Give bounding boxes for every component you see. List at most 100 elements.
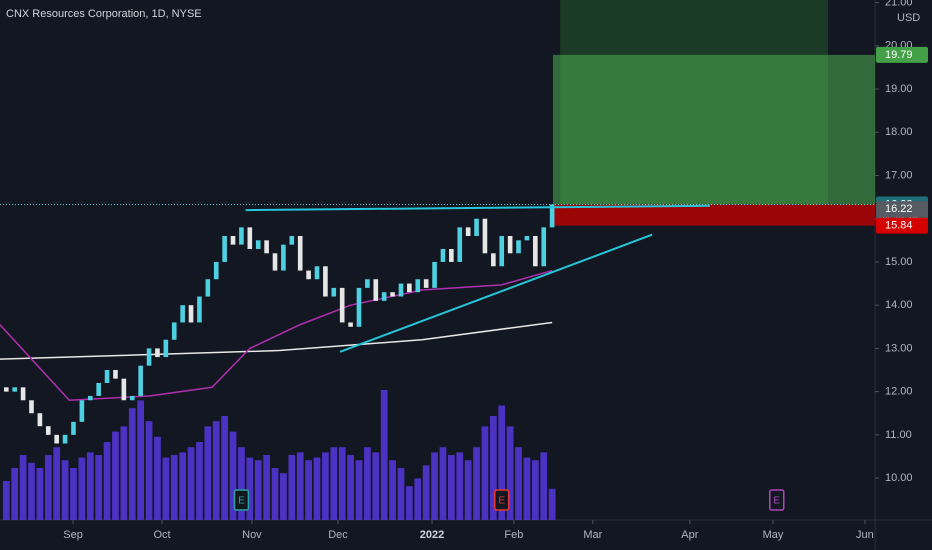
candle-body: [549, 204, 555, 228]
chart-title: CNX Resources Corporation, 1D, NYSE: [6, 8, 202, 20]
volume-bar: [120, 426, 128, 520]
volume-bar: [19, 455, 27, 520]
candle-body: [348, 322, 353, 327]
candle-body: [440, 248, 446, 262]
y-tick-label: 11.00: [885, 429, 912, 441]
candle-body: [432, 261, 437, 288]
volume-bar: [263, 455, 270, 520]
volume-bar: [531, 460, 539, 520]
candle-body: [87, 395, 93, 401]
zone: [552, 204, 875, 226]
y-tick-label: 17.00: [885, 169, 913, 181]
volume-bar: [397, 468, 405, 520]
candle-body: [71, 421, 76, 435]
candle-body: [323, 266, 328, 297]
candle-body: [499, 236, 505, 267]
candle-body: [213, 261, 219, 280]
volume-bar: [288, 455, 296, 520]
candle-body: [121, 378, 127, 401]
candle-body: [163, 339, 169, 358]
volume-bar: [103, 442, 111, 520]
y-tick-label: 15.00: [885, 256, 913, 268]
volume-bar: [61, 460, 69, 520]
candle-body: [12, 387, 18, 392]
y-tick-label: 18.00: [885, 126, 913, 138]
volume-bar: [473, 447, 480, 520]
volume-bar: [456, 452, 464, 520]
candle-body: [373, 279, 379, 301]
volume-bar: [11, 468, 19, 520]
volume-bar: [44, 455, 52, 520]
volume-bar: [179, 452, 187, 520]
volume-bar: [515, 447, 522, 520]
volume-bar: [204, 426, 212, 520]
candle-body: [482, 218, 488, 254]
trendline: [339, 233, 653, 353]
volume-bar: [548, 488, 556, 520]
currency-label: USD: [897, 12, 920, 24]
candle-body: [390, 292, 395, 297]
volume-bar: [422, 465, 430, 520]
candle-body: [3, 387, 9, 392]
event-label: E: [773, 496, 780, 507]
volume-bar: [481, 426, 489, 520]
candle-body: [113, 370, 118, 379]
candle-body: [222, 236, 227, 262]
candle-body: [79, 400, 85, 422]
x-tick-label: Oct: [154, 529, 171, 541]
x-tick-label: Nov: [242, 529, 262, 541]
volume-bar: [70, 468, 77, 520]
y-tick-label: 19.00: [885, 83, 913, 95]
volume-bar: [162, 457, 170, 520]
candle-body: [339, 287, 345, 323]
zone: [552, 54, 875, 205]
event-label: E: [238, 496, 245, 507]
candle-body: [331, 287, 337, 297]
candle-body: [239, 227, 244, 245]
volume-bar: [313, 457, 321, 520]
x-tick-label: Feb: [504, 529, 523, 541]
volume-bar: [322, 452, 329, 520]
trendline: [245, 204, 711, 212]
volume-bar: [36, 468, 44, 520]
y-tick-label: 21.00: [885, 0, 913, 8]
candle-body: [457, 227, 463, 262]
volume-bar: [154, 436, 161, 520]
plot: [0, 203, 875, 444]
price-badge-label: 19.79: [885, 49, 913, 61]
volume-bar: [406, 486, 413, 520]
candle-body: [45, 426, 51, 435]
axes: 10.0011.0012.0013.0014.0015.0016.0017.00…: [63, 0, 928, 541]
candle-body: [398, 283, 404, 297]
x-tick-label: Sep: [63, 529, 83, 541]
volume-bar: [372, 452, 380, 520]
x-tick-label: Jun: [856, 529, 874, 541]
candle-body: [516, 240, 521, 254]
candle-body: [171, 322, 177, 340]
volume-bar: [196, 442, 203, 520]
candle-body: [407, 283, 412, 293]
y-tick-label: 13.00: [885, 342, 913, 354]
candle-body: [180, 305, 185, 323]
candle-body: [356, 287, 362, 327]
event-marker: [769, 489, 785, 511]
volume-bar: [221, 416, 228, 520]
volume-bar: [145, 421, 153, 520]
volume-bar: [489, 416, 497, 520]
candle-body: [62, 434, 68, 444]
volume-bar: [28, 462, 35, 520]
candle-body: [146, 348, 152, 366]
x-tick-label: 2022: [420, 529, 444, 541]
volume-bar: [212, 421, 220, 520]
y-tick-label: 14.00: [885, 299, 913, 311]
price-badge: [876, 217, 928, 234]
volume-bar: [364, 447, 371, 520]
volume-bar: [338, 447, 346, 520]
candle-body: [230, 236, 236, 245]
y-tick-label: 12.00: [885, 386, 913, 398]
candle-body: [524, 236, 530, 241]
candle-body: [365, 279, 370, 288]
y-tick-label: 10.00: [885, 472, 913, 484]
